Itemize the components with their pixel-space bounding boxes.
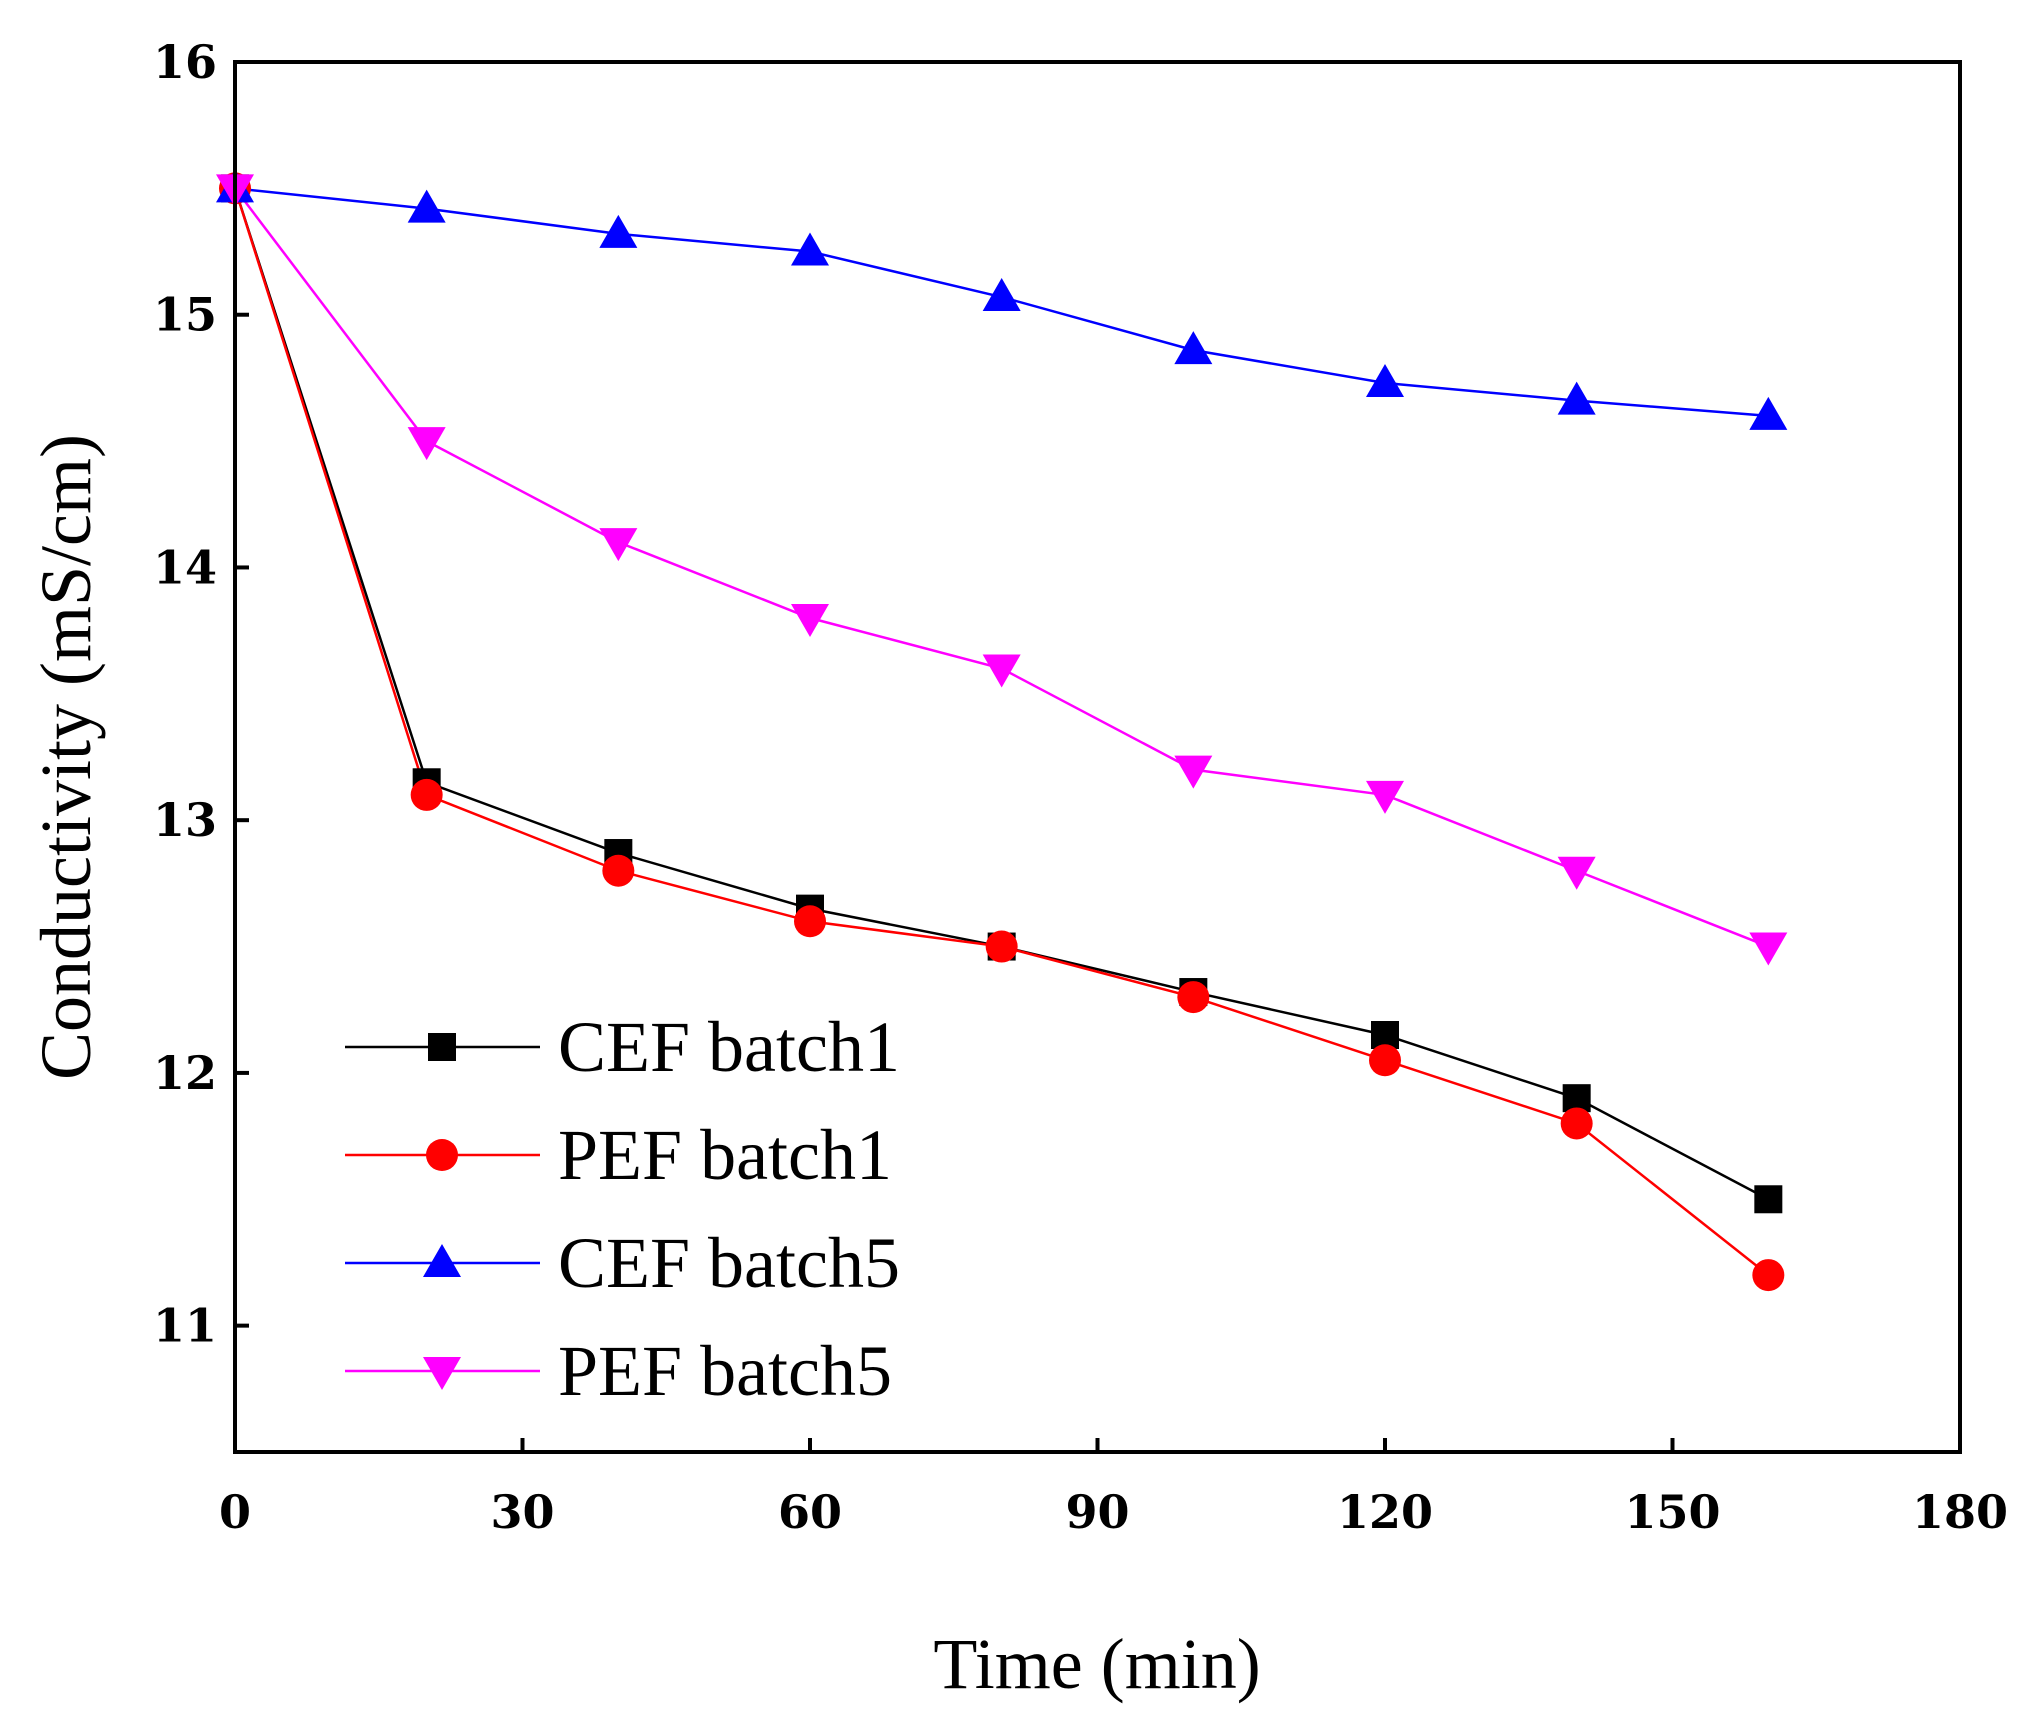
x-tick-label: 120 [1337, 1485, 1433, 1539]
legend-marker [426, 1139, 458, 1171]
plot-frame [233, 60, 1962, 1454]
data-point [1557, 856, 1596, 890]
data-point [985, 930, 1018, 963]
data-point [982, 278, 1021, 312]
data-point [407, 189, 446, 223]
y-tick-label: 11 [153, 1299, 217, 1353]
data-point [1752, 1259, 1785, 1292]
y-tick-label: 16 [153, 35, 217, 89]
x-axis-title: Time (min) [933, 1624, 1260, 1704]
data-point [1754, 1185, 1783, 1214]
data-point [1366, 780, 1404, 814]
data-point [791, 232, 829, 266]
x-tick-label: 30 [490, 1485, 554, 1539]
data-point [1557, 381, 1596, 415]
y-axis-title: Conductivity (mS/cm) [26, 434, 106, 1080]
data-point [1560, 1107, 1593, 1140]
x-tick-label: 150 [1624, 1485, 1720, 1539]
y-tick-label: 14 [153, 540, 217, 594]
series-line [233, 187, 1770, 1277]
data-point [1174, 755, 1213, 789]
data-point [791, 604, 829, 637]
legend-marker [423, 1357, 461, 1390]
data-point [1366, 363, 1404, 397]
y-tick-label: 12 [153, 1046, 217, 1100]
legend: CEF batch1 PEF batch1 CEF batch5 PEF batch5 [345, 1007, 900, 1411]
data-point [1177, 981, 1210, 1014]
y-tick-label: 13 [153, 793, 217, 847]
axis-ticks: 0 30 60 90 120 150 180 11 12 13 14 15 16 [153, 35, 2008, 1539]
legend-label: PEF batch5 [558, 1331, 892, 1411]
data-point [599, 528, 638, 562]
y-tick-label: 15 [153, 288, 217, 342]
x-tick-label: 60 [778, 1485, 842, 1539]
x-tick-label: 90 [1065, 1485, 1129, 1539]
data-point [1749, 396, 1788, 430]
legend-label: CEF batch1 [558, 1007, 900, 1087]
data-point [602, 854, 635, 887]
data-point [794, 905, 826, 938]
x-tick-label: 180 [1912, 1485, 2008, 1539]
plot-area [216, 169, 1788, 1292]
legend-marker [428, 1033, 456, 1061]
data-point [1174, 331, 1213, 365]
data-point [407, 427, 446, 461]
data-point [1749, 932, 1788, 966]
legend-label: CEF batch5 [558, 1223, 900, 1303]
data-point [982, 654, 1021, 688]
data-point [410, 778, 443, 811]
data-point [599, 214, 638, 248]
legend-label: PEF batch1 [558, 1115, 892, 1195]
legend-marker [423, 1244, 461, 1277]
data-point [1369, 1044, 1401, 1077]
x-tick-label: 0 [219, 1485, 251, 1539]
